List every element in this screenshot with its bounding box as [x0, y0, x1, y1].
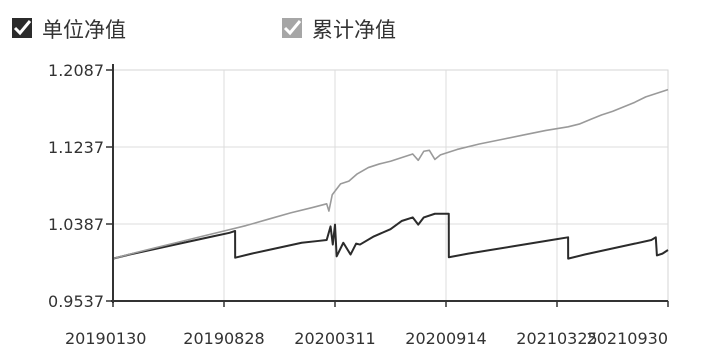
legend-label-unit-nav: 单位净值 [42, 18, 126, 42]
y-tick-label: 1.0387 [48, 215, 104, 234]
x-tick-label: 20190828 [183, 329, 264, 348]
plot-frame [112, 69, 669, 302]
x-tick-label: 20210930 [587, 329, 668, 348]
series-layer [112, 88, 669, 260]
checkmark-icon [283, 20, 302, 36]
legend-label-cumulative-nav: 累计净值 [312, 18, 396, 42]
chart-legend: 单位净值 累计净值 [12, 18, 396, 42]
y-tick-label: 1.1237 [48, 138, 104, 157]
grid-layer [113, 70, 668, 301]
y-tick-label: 1.2087 [48, 61, 104, 80]
axis-layer [106, 64, 669, 307]
x-tick-label: 20200914 [405, 329, 486, 348]
x-tick-label: 20190130 [65, 329, 146, 348]
x-tick-label: 20200311 [294, 329, 375, 348]
x-tick-label: 20210325 [516, 329, 597, 348]
legend-item-unit-nav[interactable]: 单位净值 [12, 18, 126, 42]
series-line-unit-nav [112, 212, 669, 260]
checkmark-icon [13, 20, 32, 36]
tick-label-layer: 1.2087 1.1237 1.0387 0.9537 20190130 20190828… [48, 61, 668, 348]
legend-item-cumulative-nav[interactable]: 累计净值 [282, 18, 396, 42]
y-tick-label: 0.9537 [48, 292, 104, 311]
series-line-cumulative-nav [112, 88, 669, 260]
